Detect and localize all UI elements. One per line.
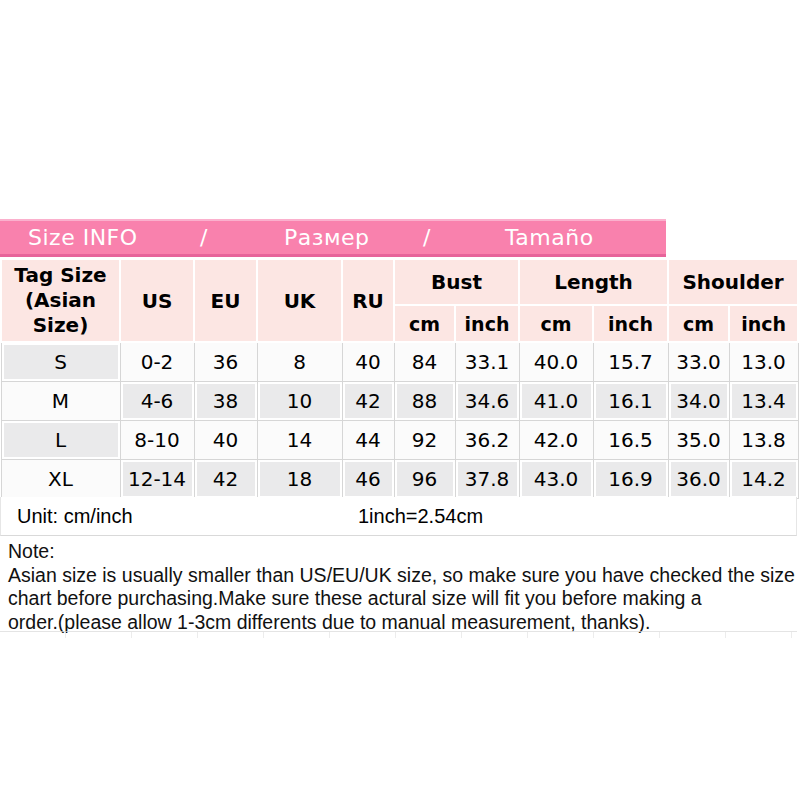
size-value-cell: 42 [342,381,394,420]
size-value-cell: 18 [257,459,342,498]
header-tag-size: Tag Size (Asian Size) [1,259,120,342]
title-razmer: Размер [284,221,370,254]
size-value-cell: 84 [394,342,455,381]
size-value-cell: 40 [342,342,394,381]
tag-size-cell: L [1,420,120,459]
size-value-cell: 88 [394,381,455,420]
unit-row: Unit: cm/inch 1inch=2.54cm [0,497,797,536]
size-value-cell: 40.0 [519,342,593,381]
header-us: US [120,259,194,342]
size-value-cell: 13.0 [729,342,798,381]
table-row: S0-2368408433.140.015.733.013.0 [1,342,798,381]
tag-size-cell: S [1,342,120,381]
title-tamano: Tamaño [505,221,594,254]
size-value-cell: 16.5 [593,420,668,459]
unit-conversion: 1inch=2.54cm [358,497,483,535]
size-chart-image: Size INFO / Размер / Tamaño Tag Size (As… [0,0,800,800]
title-slash-2: / [423,221,431,254]
header-tag-size-line1: Tag Size [14,263,106,287]
size-value-cell: 13.4 [729,381,798,420]
size-value-cell: 10 [257,381,342,420]
header-eu: EU [194,259,257,342]
table-row: XL12-144218469637.843.016.936.014.2 [1,459,798,498]
header-bust-cm: cm [394,305,455,342]
table-row: M4-63810428834.641.016.134.013.4 [1,381,798,420]
size-table-body: S0-2368408433.140.015.733.013.0M4-638104… [1,342,798,498]
size-value-cell: 36 [194,342,257,381]
size-value-cell: 8 [257,342,342,381]
header-shoulder-cm: cm [668,305,729,342]
title-bar: Size INFO / Размер / Tamaño [0,219,666,257]
size-value-cell: 41.0 [519,381,593,420]
header-length: Length [519,259,668,305]
size-table: Tag Size (Asian Size) US EU UK RU Bust L… [0,258,799,499]
header-shoulder: Shoulder [668,259,798,305]
size-value-cell: 38 [194,381,257,420]
size-value-cell: 8-10 [120,420,194,459]
header-shoulder-inch: inch [729,305,798,342]
header-bust-inch: inch [455,305,519,342]
header-length-cm: cm [519,305,593,342]
size-value-cell: 14.2 [729,459,798,498]
size-value-cell: 36.0 [668,459,729,498]
size-value-cell: 4-6 [120,381,194,420]
note-heading: Note: [0,540,800,564]
size-value-cell: 16.9 [593,459,668,498]
size-value-cell: 44 [342,420,394,459]
size-value-cell: 33.1 [455,342,519,381]
note-line: chart before purchasing.Make sure these … [0,587,800,611]
size-value-cell: 34.6 [455,381,519,420]
table-row: L8-104014449236.242.016.535.013.8 [1,420,798,459]
size-value-cell: 33.0 [668,342,729,381]
size-value-cell: 36.2 [455,420,519,459]
tag-size-cell: M [1,381,120,420]
header-bust: Bust [394,259,519,305]
size-value-cell: 40 [194,420,257,459]
size-value-cell: 15.7 [593,342,668,381]
size-value-cell: 16.1 [593,381,668,420]
size-value-cell: 13.8 [729,420,798,459]
size-value-cell: 92 [394,420,455,459]
title-slash-1: / [200,221,208,254]
grid-remnant-divider [0,631,797,638]
size-value-cell: 0-2 [120,342,194,381]
size-value-cell: 43.0 [519,459,593,498]
note-section: Note: Asian size is usually smaller than… [0,540,800,634]
size-value-cell: 12-14 [120,459,194,498]
header-length-inch: inch [593,305,668,342]
unit-label: Unit: cm/inch [17,497,133,535]
note-line: Asian size is usually smaller than US/EU… [0,564,800,588]
header-tag-size-line2: (Asian Size) [25,288,96,337]
size-value-cell: 14 [257,420,342,459]
title-size-info: Size INFO [28,221,138,254]
size-value-cell: 42.0 [519,420,593,459]
size-value-cell: 96 [394,459,455,498]
header-uk: UK [257,259,342,342]
tag-size-cell: XL [1,459,120,498]
size-value-cell: 37.8 [455,459,519,498]
size-value-cell: 35.0 [668,420,729,459]
size-value-cell: 42 [194,459,257,498]
size-value-cell: 34.0 [668,381,729,420]
size-value-cell: 46 [342,459,394,498]
header-ru: RU [342,259,394,342]
